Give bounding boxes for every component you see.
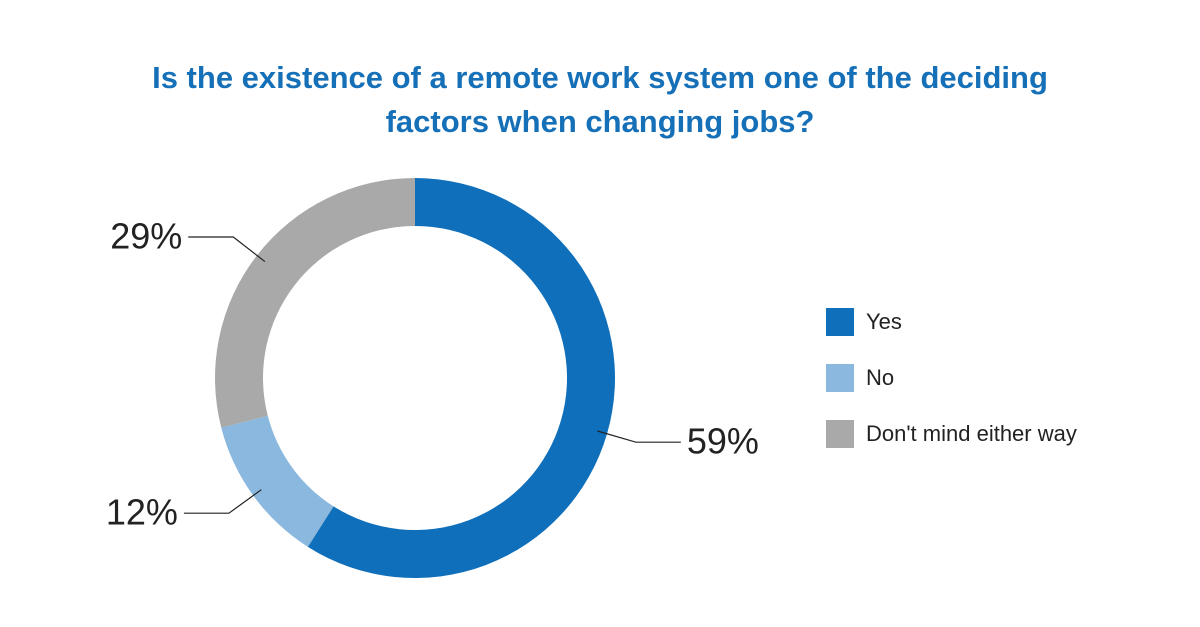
data-label: 29% <box>110 216 182 257</box>
leader-line <box>183 489 262 514</box>
data-label: 12% <box>106 492 178 533</box>
data-label: 59% <box>687 421 759 462</box>
leader-line <box>188 236 266 263</box>
legend-label: Don't mind either way <box>866 421 1077 446</box>
legend-label: Yes <box>866 309 902 334</box>
legend-label: No <box>866 365 894 390</box>
donut-segment <box>221 415 334 547</box>
legend-swatch <box>826 308 854 336</box>
leader-line <box>597 430 681 443</box>
donut-segment <box>215 178 415 428</box>
legend-swatch <box>826 364 854 392</box>
legend-swatch <box>826 420 854 448</box>
chart-title: Is the existence of a remote work system… <box>152 60 1048 139</box>
donut-segment <box>307 178 615 578</box>
